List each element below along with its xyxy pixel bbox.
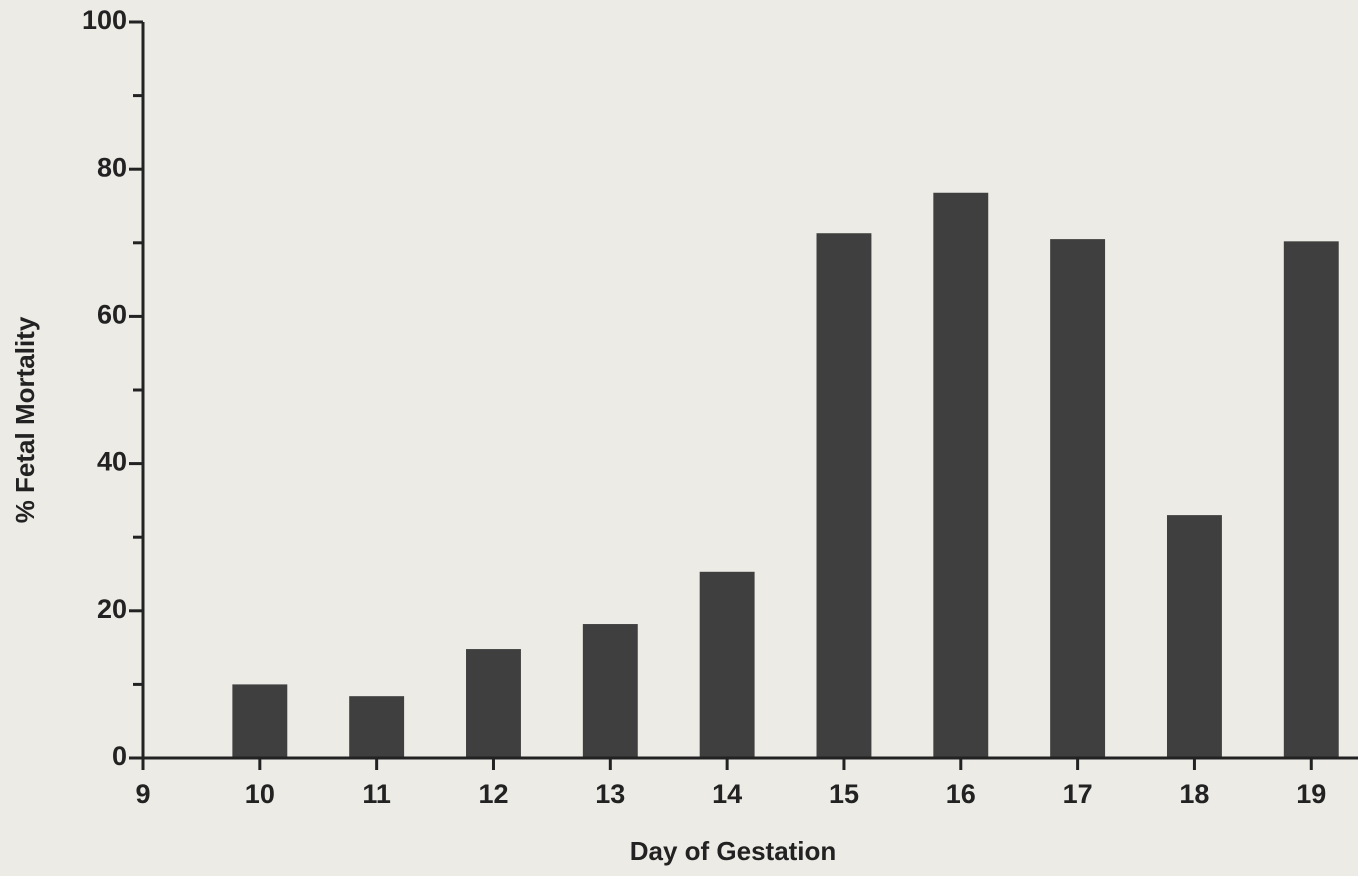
y-tick-label: 20 [97, 594, 127, 624]
x-tick-label: 15 [829, 779, 859, 809]
x-tick-label: 17 [1063, 779, 1093, 809]
bar [1283, 241, 1339, 758]
x-tick-label: 9 [135, 779, 150, 809]
y-tick-label: 80 [97, 152, 127, 182]
x-tick-label: 13 [595, 779, 625, 809]
x-axis-title: Day of Gestation [630, 836, 837, 866]
bar [1166, 515, 1222, 758]
bar [582, 624, 638, 758]
y-tick-label: 60 [97, 300, 127, 330]
x-tick-label: 12 [478, 779, 508, 809]
x-tick-label: 10 [245, 779, 275, 809]
bar [1050, 239, 1106, 758]
bar [466, 649, 521, 758]
x-tick-label: 14 [712, 779, 742, 809]
x-tick-label: 18 [1179, 779, 1209, 809]
bar [816, 233, 872, 758]
bar [699, 571, 755, 758]
y-tick-label: 40 [97, 447, 127, 477]
bar [349, 696, 405, 758]
y-axis-title: % Fetal Mortality [10, 316, 40, 523]
x-tick-label: 16 [946, 779, 976, 809]
y-tick-label: 100 [82, 5, 127, 35]
y-tick-label: 0 [112, 741, 127, 771]
x-tick-label: 11 [362, 779, 391, 809]
bar [933, 192, 989, 758]
bar [232, 684, 288, 758]
x-tick-label: 19 [1296, 779, 1326, 809]
